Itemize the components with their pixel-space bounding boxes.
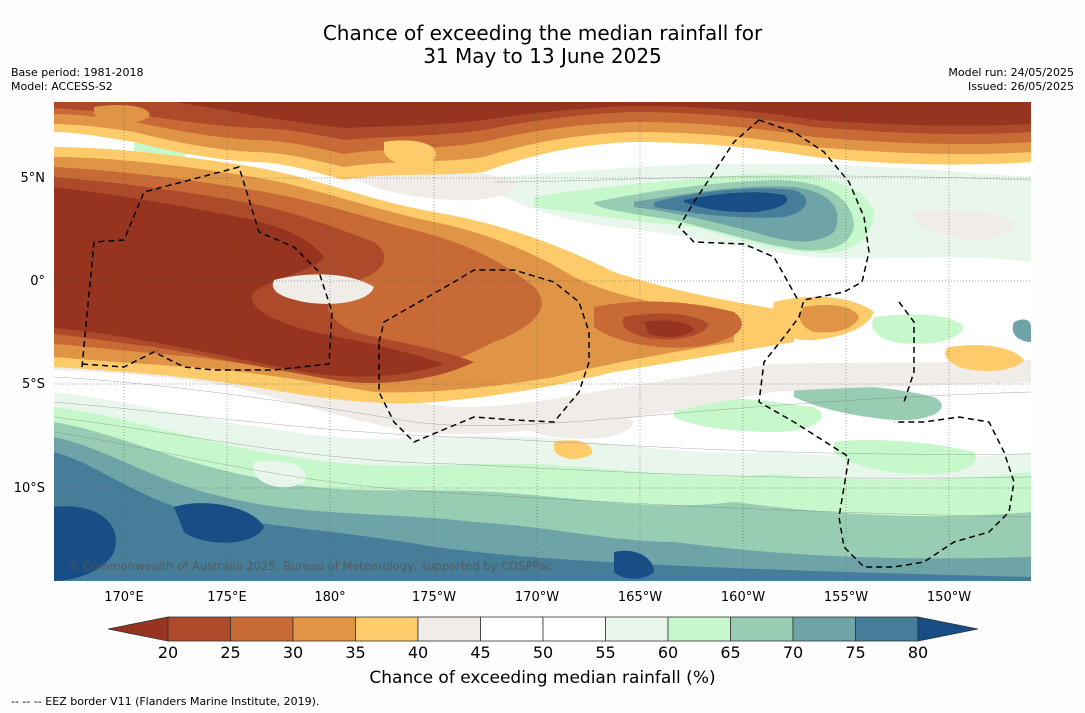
colorbar-swatch bbox=[292, 616, 356, 642]
colorbar-swatch bbox=[167, 616, 231, 642]
lat-label-10s: 10°S bbox=[13, 481, 45, 496]
colorbar-swatch bbox=[480, 616, 544, 642]
lon-label-175w: 175°W bbox=[411, 590, 457, 605]
colorbar-tick-label: 75 bbox=[845, 643, 866, 662]
colorbar-swatch bbox=[355, 616, 419, 642]
colorbar-tick-label: 45 bbox=[470, 643, 491, 662]
contour-lines bbox=[54, 175, 1031, 518]
colorbar-swatch bbox=[792, 616, 856, 642]
colorbar-swatch bbox=[230, 616, 294, 642]
colorbar-tick-label: 40 bbox=[407, 643, 429, 662]
eez-borders bbox=[81, 119, 1015, 568]
colorbar-tick-label: 70 bbox=[782, 643, 804, 662]
colorbar-label: Chance of exceeding median rainfall (%) bbox=[369, 668, 716, 688]
dry-region bbox=[54, 102, 1031, 459]
wet-region-north bbox=[134, 140, 1031, 344]
model-info: Base period: 1981-2018 Model: ACCESS-S2 bbox=[11, 66, 143, 94]
lon-label-175e: 175°E bbox=[207, 590, 247, 605]
model-name: Model: ACCESS-S2 bbox=[11, 80, 113, 93]
colorbar-tick-label: 60 bbox=[657, 643, 679, 662]
colorbar-tick-label: 50 bbox=[532, 643, 554, 662]
lat-label-5n: 5°N bbox=[20, 171, 46, 186]
colorbar-tick-label: 25 bbox=[220, 643, 241, 662]
colorbar-swatch bbox=[605, 616, 669, 642]
lat-label-0: 0° bbox=[30, 274, 45, 289]
run-info: Model run: 24/05/2025 Issued: 26/05/2025 bbox=[948, 66, 1074, 94]
wet-region-south bbox=[54, 385, 1031, 581]
colorbar bbox=[107, 615, 979, 643]
lon-label-160w: 160°W bbox=[720, 590, 766, 605]
issued-date: Issued: 26/05/2025 bbox=[967, 80, 1074, 93]
base-period: Base period: 1981-2018 bbox=[11, 66, 144, 79]
lon-label-150w: 150°W bbox=[926, 590, 972, 605]
colorbar-tick-label: 80 bbox=[907, 643, 929, 662]
colorbar-tick-label: 65 bbox=[720, 643, 741, 662]
colorbar-swatch bbox=[855, 616, 919, 642]
lon-label-180: 180° bbox=[314, 590, 346, 605]
colorbar-tick-label: 30 bbox=[282, 643, 304, 662]
colorbar-swatch bbox=[730, 616, 794, 642]
lon-label-170e: 170°E bbox=[104, 590, 144, 605]
lon-label-155w: 155°W bbox=[823, 590, 869, 605]
lon-label-170w: 170°W bbox=[514, 590, 560, 605]
graticule bbox=[54, 102, 1031, 581]
map-title: Chance of exceeding the median rainfall … bbox=[0, 22, 1085, 68]
model-run: Model run: 24/05/2025 bbox=[948, 66, 1074, 79]
title-line-2: 31 May to 13 June 2025 bbox=[423, 44, 662, 68]
colorbar-tick-label: 20 bbox=[157, 643, 179, 662]
lat-label-5s: 5°S bbox=[21, 377, 45, 392]
rainfall-map bbox=[54, 102, 1031, 581]
colorbar-tick-label: 35 bbox=[345, 643, 366, 662]
title-line-1: Chance of exceeding the median rainfall … bbox=[322, 21, 763, 45]
colorbar-swatch bbox=[417, 616, 481, 642]
map-canvas bbox=[54, 102, 1031, 581]
colorbar-svg bbox=[107, 616, 979, 642]
colorbar-extend-high bbox=[917, 616, 979, 642]
colorbar-extend-low bbox=[107, 616, 169, 642]
colorbar-swatch bbox=[542, 616, 606, 642]
colorbar-swatch bbox=[667, 616, 731, 642]
eez-footnote: -- -- -- EEZ border V11 (Flanders Marine… bbox=[11, 695, 320, 708]
copyright-notice: © Commonwealth of Australia 2025, Bureau… bbox=[68, 559, 553, 573]
lon-label-165w: 165°W bbox=[617, 590, 663, 605]
colorbar-tick-label: 55 bbox=[595, 643, 616, 662]
